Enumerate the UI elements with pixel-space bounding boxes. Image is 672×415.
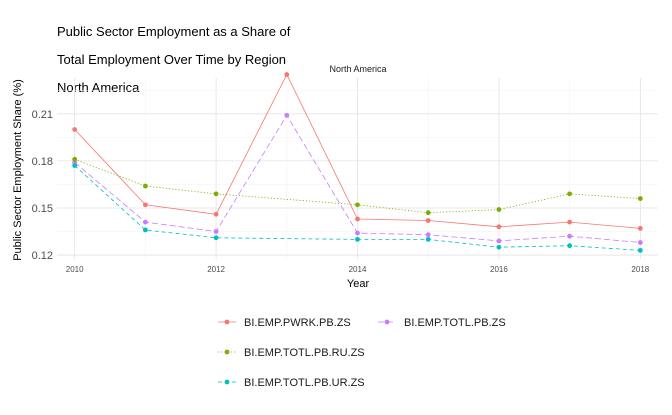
data-point [567,191,573,197]
legend-key-point [224,379,230,385]
legend-label: BI.EMP.TOTL.PB.RU.ZS [244,347,365,359]
data-point [637,225,643,231]
y-tick-label: 0.21 [32,109,53,121]
data-point [142,227,148,233]
chart-title-line-3: North America [57,80,140,95]
y-tick-label: 0.18 [32,156,53,168]
legend-key-point [384,319,390,325]
plot-grid [57,78,658,259]
data-point [72,163,78,168]
data-point [284,112,290,118]
legend-label: BI.EMP.TOTL.PB.UR.ZS [244,377,365,389]
data-point [637,247,643,253]
data-point [142,202,148,208]
y-tick-labels: 0.12 0.15 0.18 0.21 [32,109,53,262]
data-point [142,219,148,225]
y-axis-label: Public Sector Employment Share (%) [12,79,24,261]
facet-label: North America [329,64,386,74]
data-point [213,229,219,234]
data-point [567,233,573,239]
legend-label: BI.EMP.PWRK.PB.ZS [244,317,351,329]
data-point [284,72,290,77]
data-point [213,191,219,197]
data-point [213,211,219,217]
x-axis-label: Year [347,278,370,290]
data-point [425,236,431,242]
x-tick-labels: 2010 2012 2014 2016 2018 [66,265,650,274]
chart-title-line-1: Public Sector Employment as a Share of [57,24,291,39]
chart-title-line-2: Total Employment Over Time by Region [57,52,287,67]
data-point [425,218,431,223]
legend-key-point [224,349,230,355]
data-point [355,230,360,236]
data-point [496,244,502,250]
y-tick-label: 0.12 [32,250,53,262]
x-tick-label: 2016 [490,265,508,274]
legend-key-point [224,319,230,325]
data-point [425,210,431,216]
data-point [496,207,502,212]
legend: BI.EMP.PWRK.PB.ZS BI.EMP.TOTL.PB.ZS BI.EMP… [218,317,506,389]
x-tick-label: 2012 [207,265,225,274]
data-point [496,224,502,230]
series-points [72,72,643,253]
data-point [142,183,148,189]
data-point [72,156,78,162]
x-tick-label: 2010 [66,265,84,274]
data-point [637,196,643,201]
data-point [355,236,360,242]
data-point [567,219,573,225]
data-point [425,232,431,238]
data-point [355,202,360,208]
data-point [567,243,573,249]
y-tick-label: 0.15 [32,203,53,215]
data-point [213,235,219,241]
x-tick-label: 2014 [349,265,367,274]
data-point [496,238,502,244]
legend-label: BI.EMP.TOTL.PB.ZS [404,317,506,329]
x-tick-label: 2018 [631,265,649,274]
chart-title: Public Sector Employment as a Share of T… [57,11,290,109]
data-point [72,127,78,132]
series-line-4 [74,165,641,251]
data-point [355,216,360,222]
data-point [637,240,643,245]
series-line-3 [74,158,641,214]
